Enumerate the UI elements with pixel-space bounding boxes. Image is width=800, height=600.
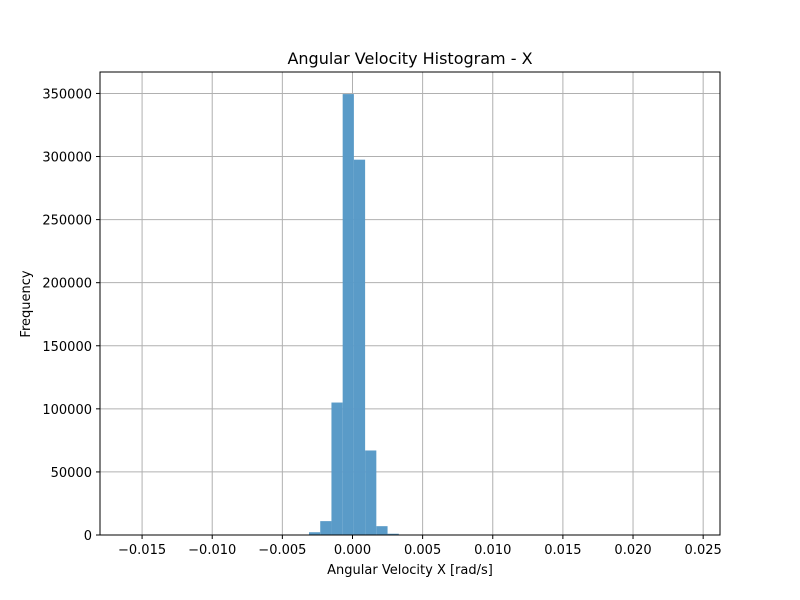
y-tick-label: 200000 xyxy=(42,277,92,292)
chart-title: Angular Velocity Histogram - X xyxy=(287,49,532,68)
y-tick-label: 100000 xyxy=(42,403,92,418)
y-tick-label: 250000 xyxy=(42,214,92,229)
histogram-bar xyxy=(342,94,354,535)
y-tick-label: 0 xyxy=(84,529,92,544)
x-axis-label: Angular Velocity X [rad/s] xyxy=(327,563,493,578)
x-tick-label: 0.000 xyxy=(334,543,371,558)
x-tick-label: −0.010 xyxy=(188,543,236,558)
x-tick-label: 0.005 xyxy=(404,543,441,558)
histogram-bar xyxy=(309,532,321,535)
x-tick-label: −0.005 xyxy=(258,543,306,558)
x-tick-label: 0.015 xyxy=(544,543,581,558)
x-tick-label: 0.020 xyxy=(614,543,651,558)
x-tick-label: 0.025 xyxy=(685,543,722,558)
histogram-bar xyxy=(365,450,377,535)
histogram-bar xyxy=(376,526,388,535)
histogram-bar xyxy=(331,402,343,535)
histogram-bar xyxy=(320,521,332,535)
y-axis-label: Frequency xyxy=(19,270,34,337)
plot-frame xyxy=(99,71,721,536)
ticks-layer: −0.015 −0.010 −0.005 0.000 0.005 0.010 0.015 0.… xyxy=(42,87,721,558)
histogram-bar xyxy=(387,533,399,535)
x-tick-label: 0.010 xyxy=(474,543,511,558)
y-tick-label: 150000 xyxy=(42,340,92,355)
grid-layer xyxy=(100,72,720,536)
histogram-bar xyxy=(353,159,366,535)
y-tick-label: 350000 xyxy=(42,87,92,102)
y-tick-label: 300000 xyxy=(42,151,92,166)
y-tick-label: 50000 xyxy=(51,466,92,481)
x-tick-label: −0.015 xyxy=(118,543,166,558)
